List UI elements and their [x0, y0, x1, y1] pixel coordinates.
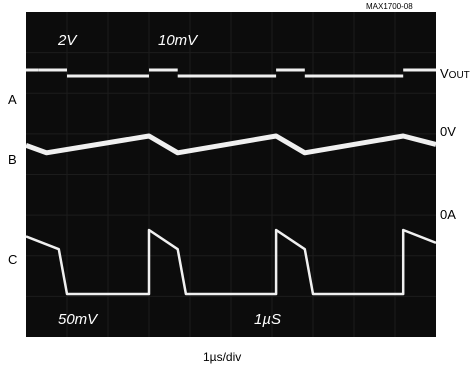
- trace-b-line: [26, 133, 436, 156]
- scope-text-top-center: 10mV: [158, 32, 199, 49]
- trace-label-a: A: [8, 92, 17, 107]
- figure-id: MAX1700-08: [366, 2, 413, 11]
- vout-label-base: V: [440, 66, 449, 81]
- vout-label-sub: OUT: [448, 70, 470, 81]
- trace-label-b: B: [8, 152, 17, 167]
- x-axis-label: 1µs/div: [203, 350, 242, 364]
- trace-label-c: C: [8, 252, 18, 267]
- scope-text-bottom-center: 1µS: [254, 311, 281, 328]
- scope-text-bottom-left: 50mV: [58, 311, 99, 328]
- trace-c-line: [26, 228, 436, 296]
- scope-text-top-left: 2V: [57, 32, 78, 49]
- zero-amp-label: 0A: [440, 207, 456, 222]
- traces: [26, 68, 436, 296]
- oscilloscope-screen: 2V 10mV 50mV 1µS: [26, 12, 436, 337]
- vout-label: VOUT: [440, 66, 470, 81]
- graticule: [26, 12, 436, 337]
- zero-volt-label: 0V: [440, 124, 456, 139]
